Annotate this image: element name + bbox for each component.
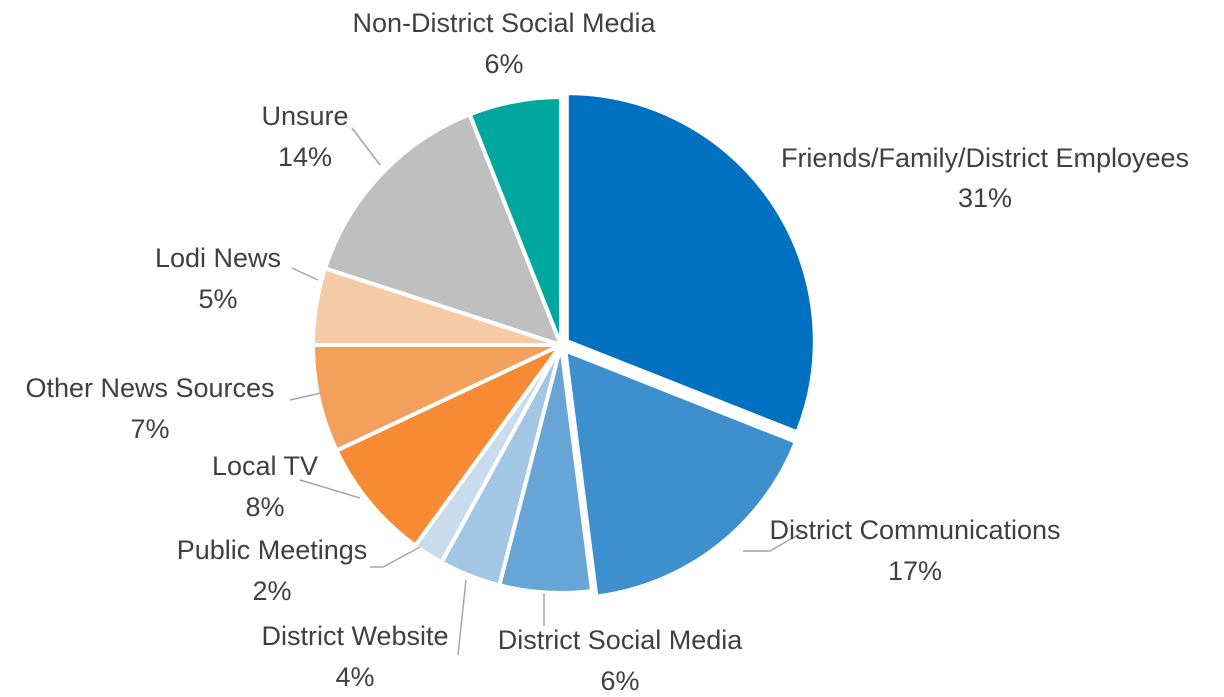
leader-line-unsure xyxy=(351,127,381,166)
pie-slice-friends-family-district-employees xyxy=(564,91,817,435)
slice-percent-district-social-media: 6% xyxy=(600,666,639,696)
leader-line-district-website xyxy=(457,579,467,656)
slice-label-non-district-social-media: Non-District Social Media xyxy=(352,8,656,38)
leader-line-other-news-sources xyxy=(289,392,322,401)
slice-percent-other-news-sources: 7% xyxy=(130,414,169,444)
pie-slice-non-district-social-media xyxy=(467,95,563,347)
slice-label-public-meetings: Public Meetings xyxy=(177,535,368,565)
slice-label-district-social-media: District Social Media xyxy=(498,625,744,655)
slice-label-district-website: District Website xyxy=(261,621,448,651)
slice-percent-unsure: 14% xyxy=(278,142,332,172)
slice-labels: Friends/Family/District Employees 31% Dist… xyxy=(25,8,1189,696)
slice-label-other-news-sources: Other News Sources xyxy=(25,373,274,403)
pie-slice-other-news-sources xyxy=(311,343,563,453)
slice-label-unsure: Unsure xyxy=(261,101,348,131)
slice-label-lodi-news: Lodi News xyxy=(155,243,281,273)
pie-slice-unsure xyxy=(323,112,563,347)
pie-slice-district-communications xyxy=(563,348,798,599)
slice-percent-local-tv: 8% xyxy=(245,492,284,522)
pie-slices xyxy=(311,91,817,599)
slice-label-friends-family-district-employees: Friends/Family/District Employees xyxy=(781,143,1189,173)
slice-percent-lodi-news: 5% xyxy=(198,284,237,314)
slice-label-district-communications: District Communications xyxy=(769,515,1060,545)
leader-line-district-communications xyxy=(743,530,806,552)
leader-line-public-meetings xyxy=(370,546,421,568)
leader-line-lodi-news xyxy=(291,267,319,281)
slice-percent-district-communications: 17% xyxy=(888,556,942,586)
slice-percent-public-meetings: 2% xyxy=(252,576,291,606)
slice-label-local-tv: Local TV xyxy=(212,451,318,481)
leader-line-local-tv xyxy=(299,479,361,499)
leader-lines xyxy=(289,127,806,656)
slice-percent-friends-family-district-employees: 31% xyxy=(958,183,1012,213)
pie-slice-local-tv xyxy=(334,343,563,548)
slice-percent-district-website: 4% xyxy=(335,662,374,692)
slice-percent-non-district-social-media: 6% xyxy=(484,49,523,79)
